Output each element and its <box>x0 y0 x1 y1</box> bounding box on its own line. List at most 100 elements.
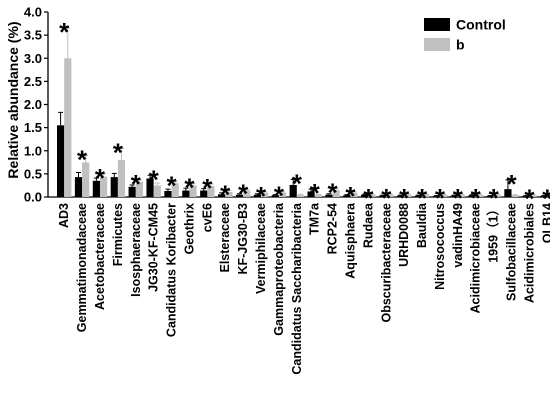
y-tick-label: 4.0 <box>24 5 42 20</box>
category-label: TM7a <box>308 202 322 235</box>
bar <box>182 190 190 197</box>
significance-star: * <box>471 183 482 213</box>
category-label: Candidatus Koribacter <box>165 203 179 337</box>
bar <box>547 195 550 197</box>
significance-star: * <box>489 183 500 213</box>
bar <box>332 190 340 197</box>
bar <box>207 185 215 197</box>
bar <box>99 176 108 197</box>
category-label: Gammaproteobacteria <box>272 202 286 336</box>
category-label: Geothrix <box>182 203 196 254</box>
significance-star: * <box>166 170 177 200</box>
bar <box>404 194 412 197</box>
bar <box>57 125 65 197</box>
significance-star: * <box>310 178 321 208</box>
significance-star: * <box>506 169 517 199</box>
bar <box>475 194 483 197</box>
significance-star: * <box>131 169 142 199</box>
category-label: RCP2-54 <box>326 203 340 254</box>
significance-star: * <box>363 183 374 213</box>
bar <box>314 194 322 197</box>
category-label: Elsteraceae <box>218 203 232 273</box>
category-label: JG30-KF-CM45 <box>147 203 161 292</box>
category-label: Rudaea <box>361 202 375 248</box>
significance-star: * <box>542 184 550 214</box>
bar <box>74 177 83 197</box>
bar <box>343 195 351 197</box>
category-label: URHD0088 <box>397 203 411 267</box>
y-tick-label: 1.0 <box>24 143 42 158</box>
significance-star: * <box>292 168 303 198</box>
bar <box>92 180 100 197</box>
bar <box>135 181 143 197</box>
legend-swatch <box>424 18 450 31</box>
category-label: Bauldia <box>415 202 429 248</box>
bar <box>289 184 297 197</box>
bar <box>218 194 226 197</box>
bar <box>432 196 440 197</box>
significance-star: * <box>524 184 535 214</box>
bar <box>271 195 279 197</box>
bar <box>414 195 423 197</box>
bar <box>235 194 244 197</box>
y-axis-label: Relative abundance (%) <box>5 21 21 178</box>
bar <box>350 192 358 197</box>
significance-star: * <box>274 180 285 210</box>
category-label: KF-JG30-B3 <box>236 203 250 275</box>
bar <box>511 195 519 197</box>
bar <box>439 194 448 197</box>
significance-star: * <box>417 183 428 213</box>
bar <box>278 192 287 197</box>
bar <box>457 194 466 197</box>
category-label: Candidatus Saccharibacteria <box>290 202 304 375</box>
significance-star: * <box>113 137 124 167</box>
bar <box>361 194 369 197</box>
significance-markers: **************************** <box>59 17 550 214</box>
category-labels: AD3 Gemmatimonadaceae Acetobacteraceae Firm… <box>57 202 550 375</box>
category-label: 1959（1） <box>486 203 501 263</box>
bar <box>243 190 251 197</box>
bar <box>540 196 548 197</box>
bar <box>153 185 161 197</box>
category-label: Acidimicrobiaceae <box>469 203 483 314</box>
bar <box>261 192 269 197</box>
significance-star: * <box>184 173 195 203</box>
legend-swatch <box>424 38 450 51</box>
category-label: vadinHA49 <box>451 203 465 268</box>
significance-star: * <box>238 179 249 209</box>
significance-star: * <box>345 181 356 211</box>
significance-star: * <box>381 183 392 213</box>
significance-star: * <box>328 178 339 208</box>
category-label: Gemmatimonadaceae <box>75 203 89 332</box>
y-tick-label: 0.0 <box>24 190 42 205</box>
significance-star: * <box>149 164 160 194</box>
bar <box>396 195 405 197</box>
category-label: cvE6 <box>200 203 214 232</box>
significance-star: * <box>95 163 106 193</box>
category-label: Firmicutes <box>111 203 125 266</box>
bar <box>368 194 376 197</box>
category-label: Obscuribacteraceae <box>379 203 393 323</box>
category-label: Acetobacteraceae <box>93 203 107 310</box>
bar <box>386 194 394 197</box>
bar <box>64 58 72 197</box>
bar <box>117 160 126 197</box>
bar <box>529 195 537 197</box>
significance-star: * <box>256 181 267 211</box>
significance-star: * <box>202 173 213 203</box>
bar <box>146 178 154 197</box>
significance-star: * <box>399 183 410 213</box>
y-tick-label: 3.0 <box>24 51 42 66</box>
bar <box>486 196 494 197</box>
bar <box>225 191 233 197</box>
bar <box>171 183 179 197</box>
significance-star: * <box>435 183 446 213</box>
bar <box>450 195 458 197</box>
bar <box>379 195 387 197</box>
bar <box>296 194 305 197</box>
bar <box>200 190 208 197</box>
category-label: Nitrosococcus <box>433 203 447 290</box>
y-tick-label: 1.5 <box>24 120 42 135</box>
bar <box>164 190 172 197</box>
